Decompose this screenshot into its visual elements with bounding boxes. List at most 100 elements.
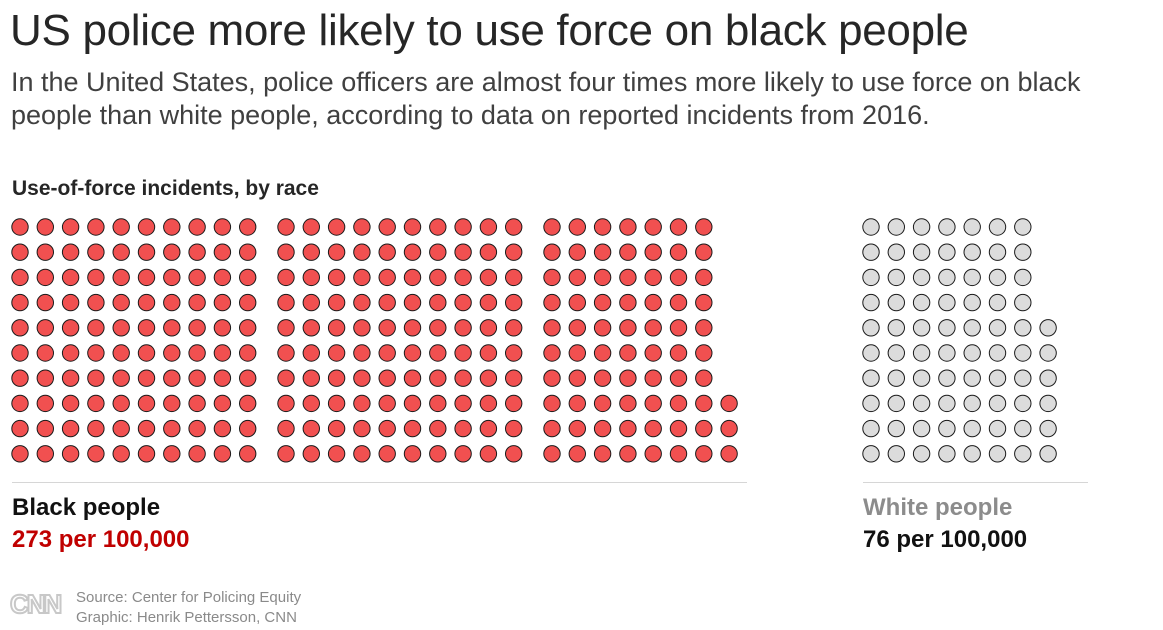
cnn-logo-text: CNN: [10, 589, 62, 619]
black-people-dot: [36, 344, 54, 362]
white-people-dot: [963, 293, 981, 312]
black-people-dot: [378, 445, 396, 463]
black-people-dot: [720, 445, 738, 463]
black-people-dot: [543, 268, 561, 287]
black-people-dot: [213, 268, 232, 287]
black-people-dot: [619, 319, 637, 337]
black-people-dot: [568, 394, 586, 413]
black-people-dot: [593, 293, 612, 312]
black-people-dot: [327, 369, 346, 387]
black-people-dot: [239, 344, 257, 362]
white-people-dot: [862, 268, 880, 287]
black-people-dot: [543, 319, 561, 337]
black-people-dot: [213, 218, 232, 236]
black-people-dot: [479, 369, 498, 387]
black-people-dot: [403, 419, 422, 438]
black-people-dot: [112, 268, 130, 287]
black-people-dot: [593, 268, 612, 287]
black-people-dot: [695, 293, 713, 312]
black-people-dot: [593, 419, 612, 438]
black-people-dot: [277, 344, 295, 362]
white-people-dot: [963, 369, 981, 387]
white-people-dot: [988, 445, 1007, 463]
black-people-dot: [137, 218, 156, 236]
black-people-dot: [454, 369, 472, 387]
black-people-dot: [61, 419, 80, 438]
white-people-rate: 76 per 100,000: [863, 526, 1028, 553]
black-people-dot: [429, 445, 447, 463]
black-people-dot: [619, 218, 637, 236]
black-people-dot: [669, 344, 688, 362]
white-people-dot: [887, 394, 905, 413]
white-people-dot: [988, 369, 1007, 387]
black-people-dot: [568, 268, 586, 287]
white-people-dot: [887, 344, 905, 362]
white-people-dot: [862, 319, 880, 337]
white-people-dot: [938, 394, 956, 413]
black-people-dot: [61, 369, 80, 387]
black-people-dot: [188, 243, 206, 261]
black-people-dot: [479, 293, 498, 312]
black-people-dot: [87, 268, 105, 287]
black-people-dot: [454, 268, 472, 287]
black-people-dot: [479, 319, 498, 337]
white-people-dot: [887, 445, 905, 463]
black-people-dot: [137, 394, 156, 413]
black-people-dot: [619, 394, 637, 413]
black-people-dot: [479, 243, 498, 261]
black-people-dot: [61, 243, 80, 261]
white-people-dot: [912, 319, 931, 337]
white-people-dot: [887, 419, 905, 438]
black-people-dot: [669, 419, 688, 438]
black-people-dot: [429, 218, 447, 236]
black-people-dot: [720, 394, 738, 413]
white-people-dot: [1039, 419, 1057, 438]
black-people-dot: [353, 243, 371, 261]
black-people-dot: [188, 319, 206, 337]
black-people-dot: [213, 369, 232, 387]
black-people-dot: [593, 319, 612, 337]
black-people-dot: [454, 293, 472, 312]
black-people-dot: [87, 369, 105, 387]
black-people-dot: [11, 369, 29, 387]
white-people-dot: [1014, 293, 1032, 312]
black-people-dot: [695, 218, 713, 236]
black-people-dot: [302, 369, 320, 387]
black-people-dot: [302, 394, 320, 413]
black-people-dot: [163, 445, 181, 463]
black-people-dot: [11, 344, 29, 362]
black-people-dot: [137, 319, 156, 337]
black-people-dot: [327, 268, 346, 287]
black-people-dot: [112, 445, 130, 463]
white-people-dot: [1014, 419, 1032, 438]
black-people-dot: [378, 319, 396, 337]
black-people-dot: [619, 243, 637, 261]
black-people-dot: [87, 445, 105, 463]
black-people-dot: [429, 344, 447, 362]
black-people-dot: [695, 394, 713, 413]
black-people-dot: [277, 445, 295, 463]
black-people-dot: [163, 419, 181, 438]
black-people-dot: [505, 243, 523, 261]
black-people-dot: [87, 344, 105, 362]
black-people-dot: [505, 319, 523, 337]
black-people-dot: [479, 344, 498, 362]
black-people-dot: [593, 394, 612, 413]
black-people-dot: [188, 419, 206, 438]
black-people-dot: [505, 293, 523, 312]
white-people-dot: [938, 419, 956, 438]
white-people-dot: [862, 369, 880, 387]
black-people-dot: [239, 218, 257, 236]
white-people-dot: [862, 445, 880, 463]
chart-subtitle: In the United States, police officers ar…: [11, 67, 1081, 130]
black-people-dot: [188, 445, 206, 463]
white-people-dot: [862, 218, 880, 236]
white-people-dot: [1014, 319, 1032, 337]
black-people-dot: [239, 445, 257, 463]
black-people-dot: [619, 419, 637, 438]
black-people-dot: [137, 344, 156, 362]
black-people-dot: [695, 319, 713, 337]
black-people-dot: [61, 344, 80, 362]
white-people-dot: [1039, 445, 1057, 463]
white-people-dot: [912, 394, 931, 413]
